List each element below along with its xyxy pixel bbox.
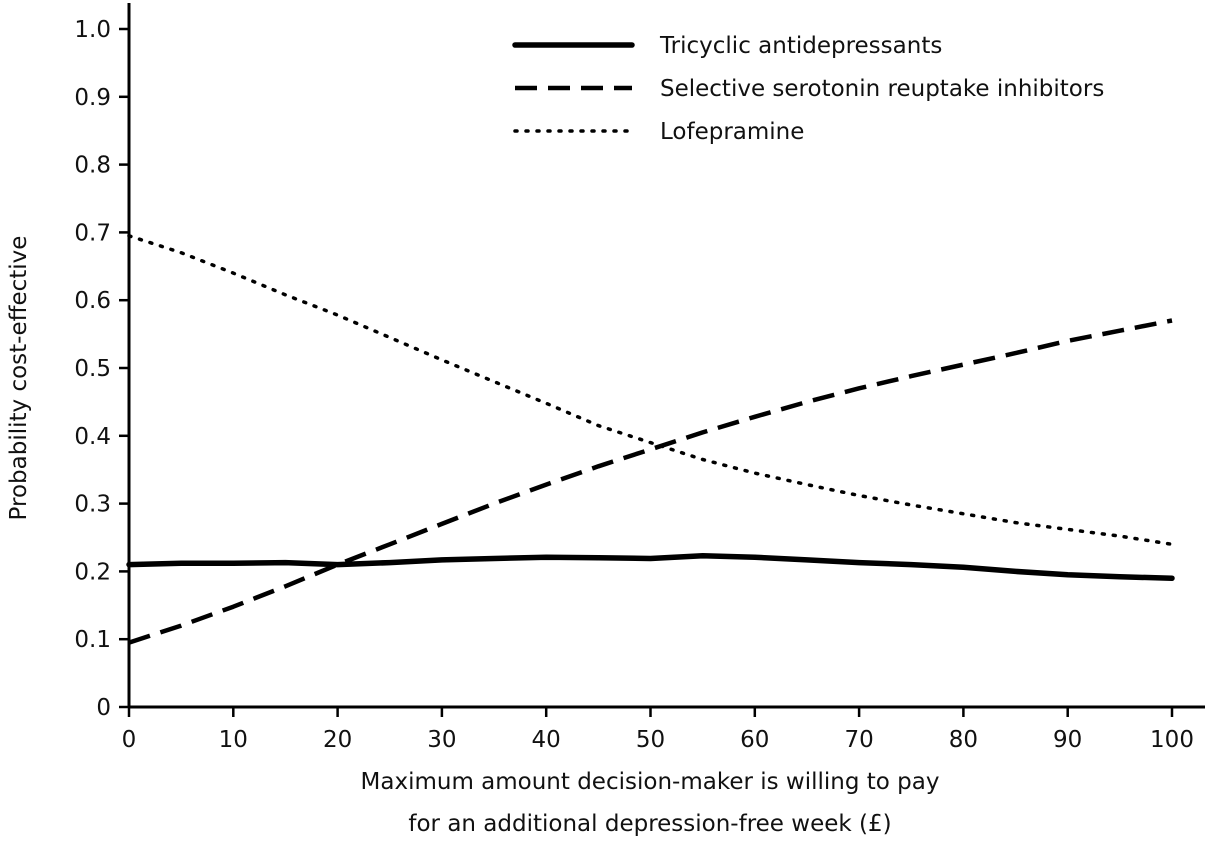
- y-tick-label: 1.0: [74, 17, 111, 43]
- y-tick-label: 0.4: [74, 424, 111, 450]
- legend-label: Lofepramine: [660, 119, 804, 145]
- x-tick-label: 70: [844, 727, 873, 753]
- series-line-selective-serotonin-reuptake-inhibitors: [128, 318, 1173, 645]
- series-line-lofepramine: [127, 234, 1174, 547]
- y-tick-label: 0.9: [74, 85, 111, 111]
- series-layer: [126, 234, 1175, 645]
- x-tick-label: 50: [636, 727, 665, 753]
- x-axis-label-line-2: for an additional depression-free week (…: [408, 811, 891, 837]
- legend-label: Tricyclic antidepressants: [659, 33, 942, 59]
- axes: 0 0.1 0.2 0.3 0.4 0.5 0.6 0.7 0.8 0.9 1.0 0 10 20 30 40…: [74, 3, 1205, 753]
- y-tick-label: 0.5: [74, 356, 111, 382]
- y-tick-label: 0.2: [74, 559, 111, 585]
- y-tick-label: 0.1: [74, 627, 111, 653]
- y-axis-label: Probability cost-effective: [6, 236, 32, 521]
- x-tick-label: 100: [1150, 727, 1194, 753]
- x-tick-label: 90: [1053, 727, 1082, 753]
- series-line-tricyclic-antidepressants: [126, 553, 1175, 581]
- x-axis-label-line-1: Maximum amount decision-maker is willing…: [361, 769, 940, 795]
- x-tick-label: 0: [122, 727, 137, 753]
- y-tick-label: 0: [96, 695, 111, 721]
- x-tick-label: 80: [949, 727, 978, 753]
- x-tick-label: 10: [219, 727, 248, 753]
- y-tick-label: 0.3: [74, 492, 111, 518]
- y-tick-label: 0.6: [74, 288, 111, 314]
- x-tick-label: 40: [532, 727, 561, 753]
- y-tick-label: 0.8: [74, 153, 111, 179]
- x-tick-label: 30: [427, 727, 456, 753]
- x-tick-label: 60: [740, 727, 769, 753]
- legend: Tricyclic antidepressants Selective serot…: [512, 33, 1104, 145]
- y-tick-label: 0.7: [74, 220, 111, 246]
- x-tick-label: 20: [323, 727, 352, 753]
- legend-label: Selective serotonin reuptake inhibitors: [660, 76, 1104, 102]
